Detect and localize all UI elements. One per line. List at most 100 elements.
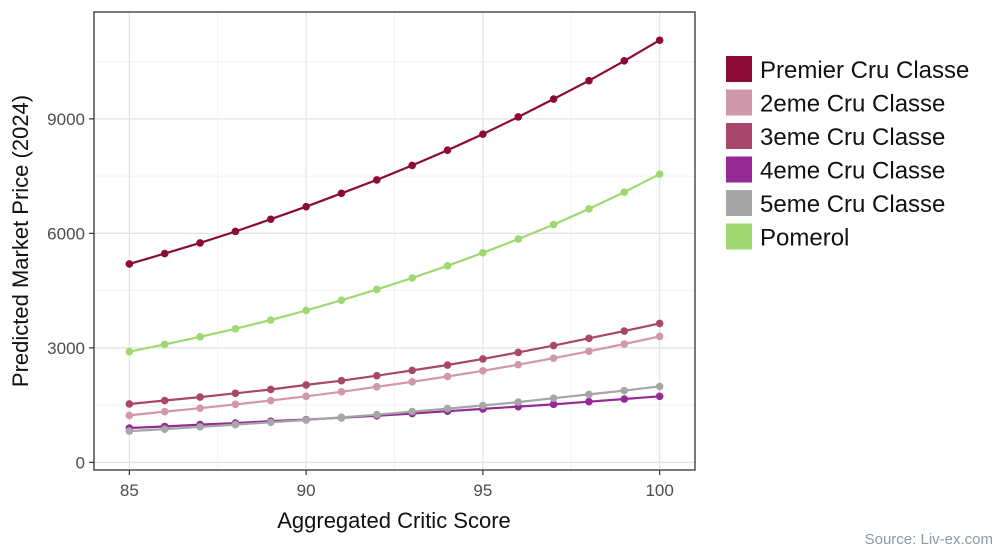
data-point [655, 36, 664, 45]
data-point [125, 400, 134, 408]
legend-swatch [726, 223, 752, 250]
legend-item: 3eme Cru Classe [726, 123, 945, 151]
data-point [620, 340, 629, 348]
data-point [266, 418, 275, 427]
data-point [585, 76, 593, 85]
series-3eme-cru-classe [125, 319, 664, 408]
data-point [231, 400, 240, 409]
series-premier-cru-classe [125, 36, 664, 268]
data-point [514, 398, 523, 406]
legend-item: Pomerol [726, 223, 849, 252]
data-point [443, 262, 452, 270]
data-point [337, 189, 346, 198]
x-tick-label: 85 [120, 481, 139, 500]
data-point [231, 420, 240, 429]
series-line [129, 395, 660, 430]
data-point [266, 385, 275, 394]
data-point [549, 220, 558, 229]
legend-swatch [726, 123, 752, 149]
data-point [337, 413, 346, 422]
data-point [196, 404, 204, 412]
data-point [443, 361, 452, 369]
data-point [125, 427, 134, 435]
legend-label: Pomerol [760, 225, 849, 252]
data-point [620, 386, 629, 395]
data-point [655, 332, 664, 341]
data-point [408, 274, 416, 282]
data-point [549, 341, 558, 350]
panel-border [93, 11, 696, 471]
y-tick-label: 6000 [47, 224, 85, 243]
data-point [655, 392, 664, 401]
y-tick-label: 0 [76, 453, 85, 472]
data-point [337, 376, 346, 385]
data-point [479, 130, 487, 138]
series-line [129, 39, 661, 265]
data-point [160, 340, 169, 349]
data-point [302, 392, 310, 401]
x-axis-title: Aggregated Critic Score [277, 508, 511, 533]
data-point [302, 306, 310, 315]
x-tick-label: 95 [473, 481, 492, 500]
legend-item: Premier Cru Classe [726, 56, 969, 84]
y-axis-title: Predicted Market Price (2024) [8, 95, 33, 387]
series-line [129, 385, 660, 433]
x-tick-label: 90 [297, 481, 316, 500]
data-point [373, 410, 381, 419]
legend-swatch [726, 56, 752, 82]
series-2eme-cru-classe [125, 332, 664, 420]
data-point [585, 334, 593, 343]
data-point [479, 355, 487, 363]
data-point [266, 396, 275, 405]
data-point [514, 235, 523, 243]
data-point [479, 401, 487, 410]
data-point [302, 416, 310, 424]
data-point [549, 354, 558, 362]
data-point [373, 382, 381, 391]
legend-swatch [726, 156, 752, 183]
data-point [479, 366, 487, 375]
data-point [231, 389, 240, 398]
data-point [655, 382, 664, 391]
series-line [129, 322, 660, 406]
data-point [514, 348, 523, 357]
legend-label: 2eme Cru Classe [760, 91, 945, 118]
data-point [125, 347, 134, 356]
data-point [160, 425, 169, 433]
data-point [408, 366, 416, 375]
series-5eme-cru-classe [125, 382, 664, 435]
data-point [620, 395, 629, 403]
series-line [129, 335, 660, 417]
data-point [160, 407, 169, 416]
data-point [231, 227, 240, 236]
data-point [266, 316, 275, 324]
data-point [196, 332, 204, 341]
data-point [231, 324, 240, 333]
data-point [373, 371, 381, 380]
legend-label: Premier Cru Classe [760, 57, 969, 84]
data-point [302, 381, 310, 389]
data-point [337, 296, 346, 304]
data-point [585, 397, 593, 406]
data-point [585, 390, 593, 399]
legend: Premier Cru Classe 2eme Cru Classe 3eme Cr… [726, 56, 969, 252]
data-point [302, 202, 310, 211]
x-tick-label: 100 [645, 481, 673, 500]
legend-label: 3eme Cru Classe [760, 124, 945, 151]
data-point [196, 423, 204, 431]
legend-label: 4eme Cru Classe [760, 158, 945, 185]
data-point [655, 319, 664, 328]
legend-item: 5eme Cru Classe [726, 190, 945, 218]
source-note: Source: Liv-ex.com [864, 531, 993, 548]
series-lines [125, 36, 664, 435]
series-pomerol [125, 170, 664, 356]
legend-item: 2eme Cru Classe [726, 89, 945, 118]
data-point [585, 205, 593, 213]
data-point [514, 360, 523, 369]
data-point [655, 170, 664, 179]
data-point [160, 249, 169, 258]
data-point [479, 249, 487, 257]
data-point [196, 393, 204, 401]
data-point [125, 411, 134, 420]
